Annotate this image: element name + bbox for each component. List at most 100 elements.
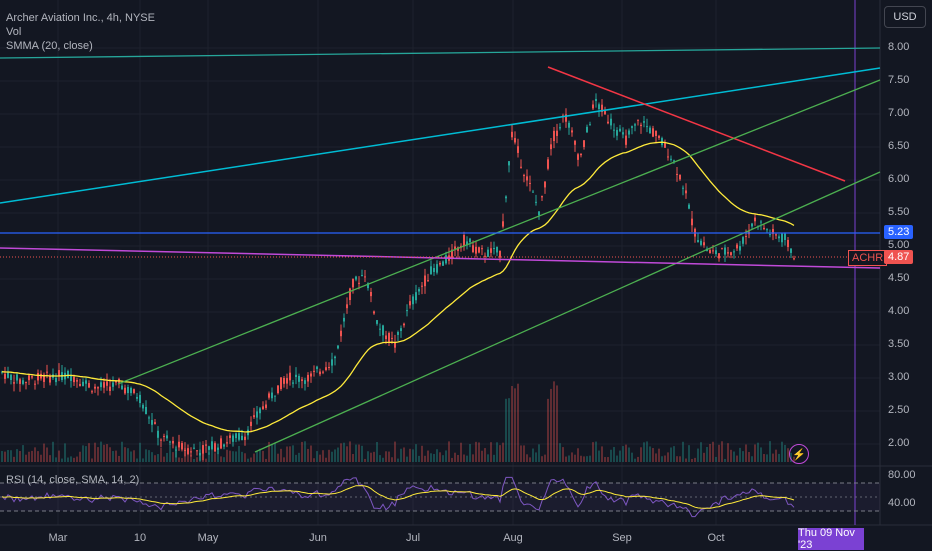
candle-body (223, 444, 225, 447)
candle-body (418, 289, 420, 292)
volume-bar (439, 452, 441, 462)
volume-bar (79, 451, 81, 462)
candle-body (412, 296, 414, 305)
candle-body (646, 126, 648, 128)
volume-bar (685, 458, 687, 462)
candle-body (784, 233, 786, 240)
volume-bar (526, 454, 528, 462)
volume-bar (778, 453, 780, 462)
price-tick: 5.50 (888, 206, 910, 218)
candle-body (157, 430, 159, 438)
volume-bar (472, 454, 474, 462)
candle-body (91, 391, 93, 393)
volume-bar (631, 452, 633, 462)
volume-bar (85, 446, 87, 462)
candle-body (337, 345, 339, 349)
candle-body (271, 392, 273, 399)
volume-bar (592, 442, 594, 462)
volume-bar (421, 445, 423, 462)
candle-body (265, 404, 267, 408)
candle-body (238, 433, 240, 440)
candle-body (319, 371, 321, 375)
volume-bar (571, 452, 573, 462)
candle-body (367, 283, 369, 289)
time-tick: 10 (133, 532, 147, 544)
candle-body (601, 104, 603, 113)
candle-body (589, 124, 591, 126)
top-horizontal-trendline (0, 47, 881, 59)
volume-bar (313, 458, 315, 462)
volume-bar (319, 454, 321, 462)
candle-body (523, 175, 525, 177)
volume-bar (214, 453, 216, 462)
candle-body (25, 382, 27, 384)
volume-bar (67, 457, 69, 462)
candle-body (283, 378, 285, 384)
candle-body (670, 158, 672, 160)
candle-body (652, 128, 654, 137)
symbol-title[interactable]: Archer Aviation Inc., 4h, NYSE (6, 12, 155, 24)
volume-bar (430, 453, 432, 462)
candle-body (379, 328, 381, 330)
volume-bar (679, 456, 681, 462)
volume-bar (145, 449, 147, 462)
currency-button[interactable]: USD (884, 6, 926, 28)
candle-body (46, 371, 48, 373)
volume-bar (787, 448, 789, 462)
volume-bar (337, 447, 339, 462)
candle-body (184, 449, 186, 451)
candle-body (247, 429, 249, 436)
volume-bar (94, 442, 96, 462)
volume-bar (220, 456, 222, 462)
candle-body (484, 255, 486, 257)
volume-bar (169, 444, 171, 462)
volume-bar (622, 446, 624, 462)
candle-body (160, 439, 162, 441)
candle-body (715, 250, 717, 255)
rsi-sma-line (1, 485, 795, 509)
volume-bar (379, 455, 381, 462)
candle-body (13, 382, 15, 384)
volume-bar (370, 452, 372, 462)
rsi-legend[interactable]: RSI (14, close, SMA, 14, 2) (6, 474, 140, 486)
volume-legend[interactable]: Vol (6, 26, 22, 38)
volume-bar (181, 458, 183, 462)
price-tick: 6.50 (888, 140, 910, 152)
purple-support-line (0, 247, 881, 269)
candle-body (256, 411, 258, 418)
candle-body (220, 438, 222, 449)
candle-body (640, 124, 642, 127)
volume-bar (583, 456, 585, 462)
candle-body (142, 404, 144, 409)
volume-bar (733, 451, 735, 462)
candle-body (682, 187, 684, 189)
volume-bar (541, 456, 543, 462)
smma-legend[interactable]: SMMA (20, close) (6, 40, 93, 52)
candle-body (451, 249, 453, 260)
candle-body (280, 377, 282, 390)
candle-body (49, 376, 51, 383)
volume-bar (100, 441, 102, 462)
candle-body (544, 181, 546, 188)
candle-body (526, 176, 528, 181)
volume-bar (325, 457, 327, 462)
candle-body (676, 173, 678, 175)
candle-body (625, 135, 627, 145)
candle-body (532, 191, 534, 193)
volume-bar (709, 443, 711, 462)
lightning-icon[interactable]: ⚡ (789, 444, 809, 464)
volume-bar (301, 441, 303, 462)
price-tick: 3.50 (888, 338, 910, 350)
candle-body (94, 386, 96, 389)
volume-bar (331, 451, 333, 462)
candle-body (40, 373, 42, 379)
candle-body (214, 443, 216, 452)
candle-body (31, 376, 33, 378)
volume-bar (676, 456, 678, 462)
candle-body (772, 228, 774, 234)
candle-body (313, 370, 315, 372)
candle-body (763, 227, 765, 230)
candle-body (664, 142, 666, 148)
candle-body (346, 304, 348, 309)
